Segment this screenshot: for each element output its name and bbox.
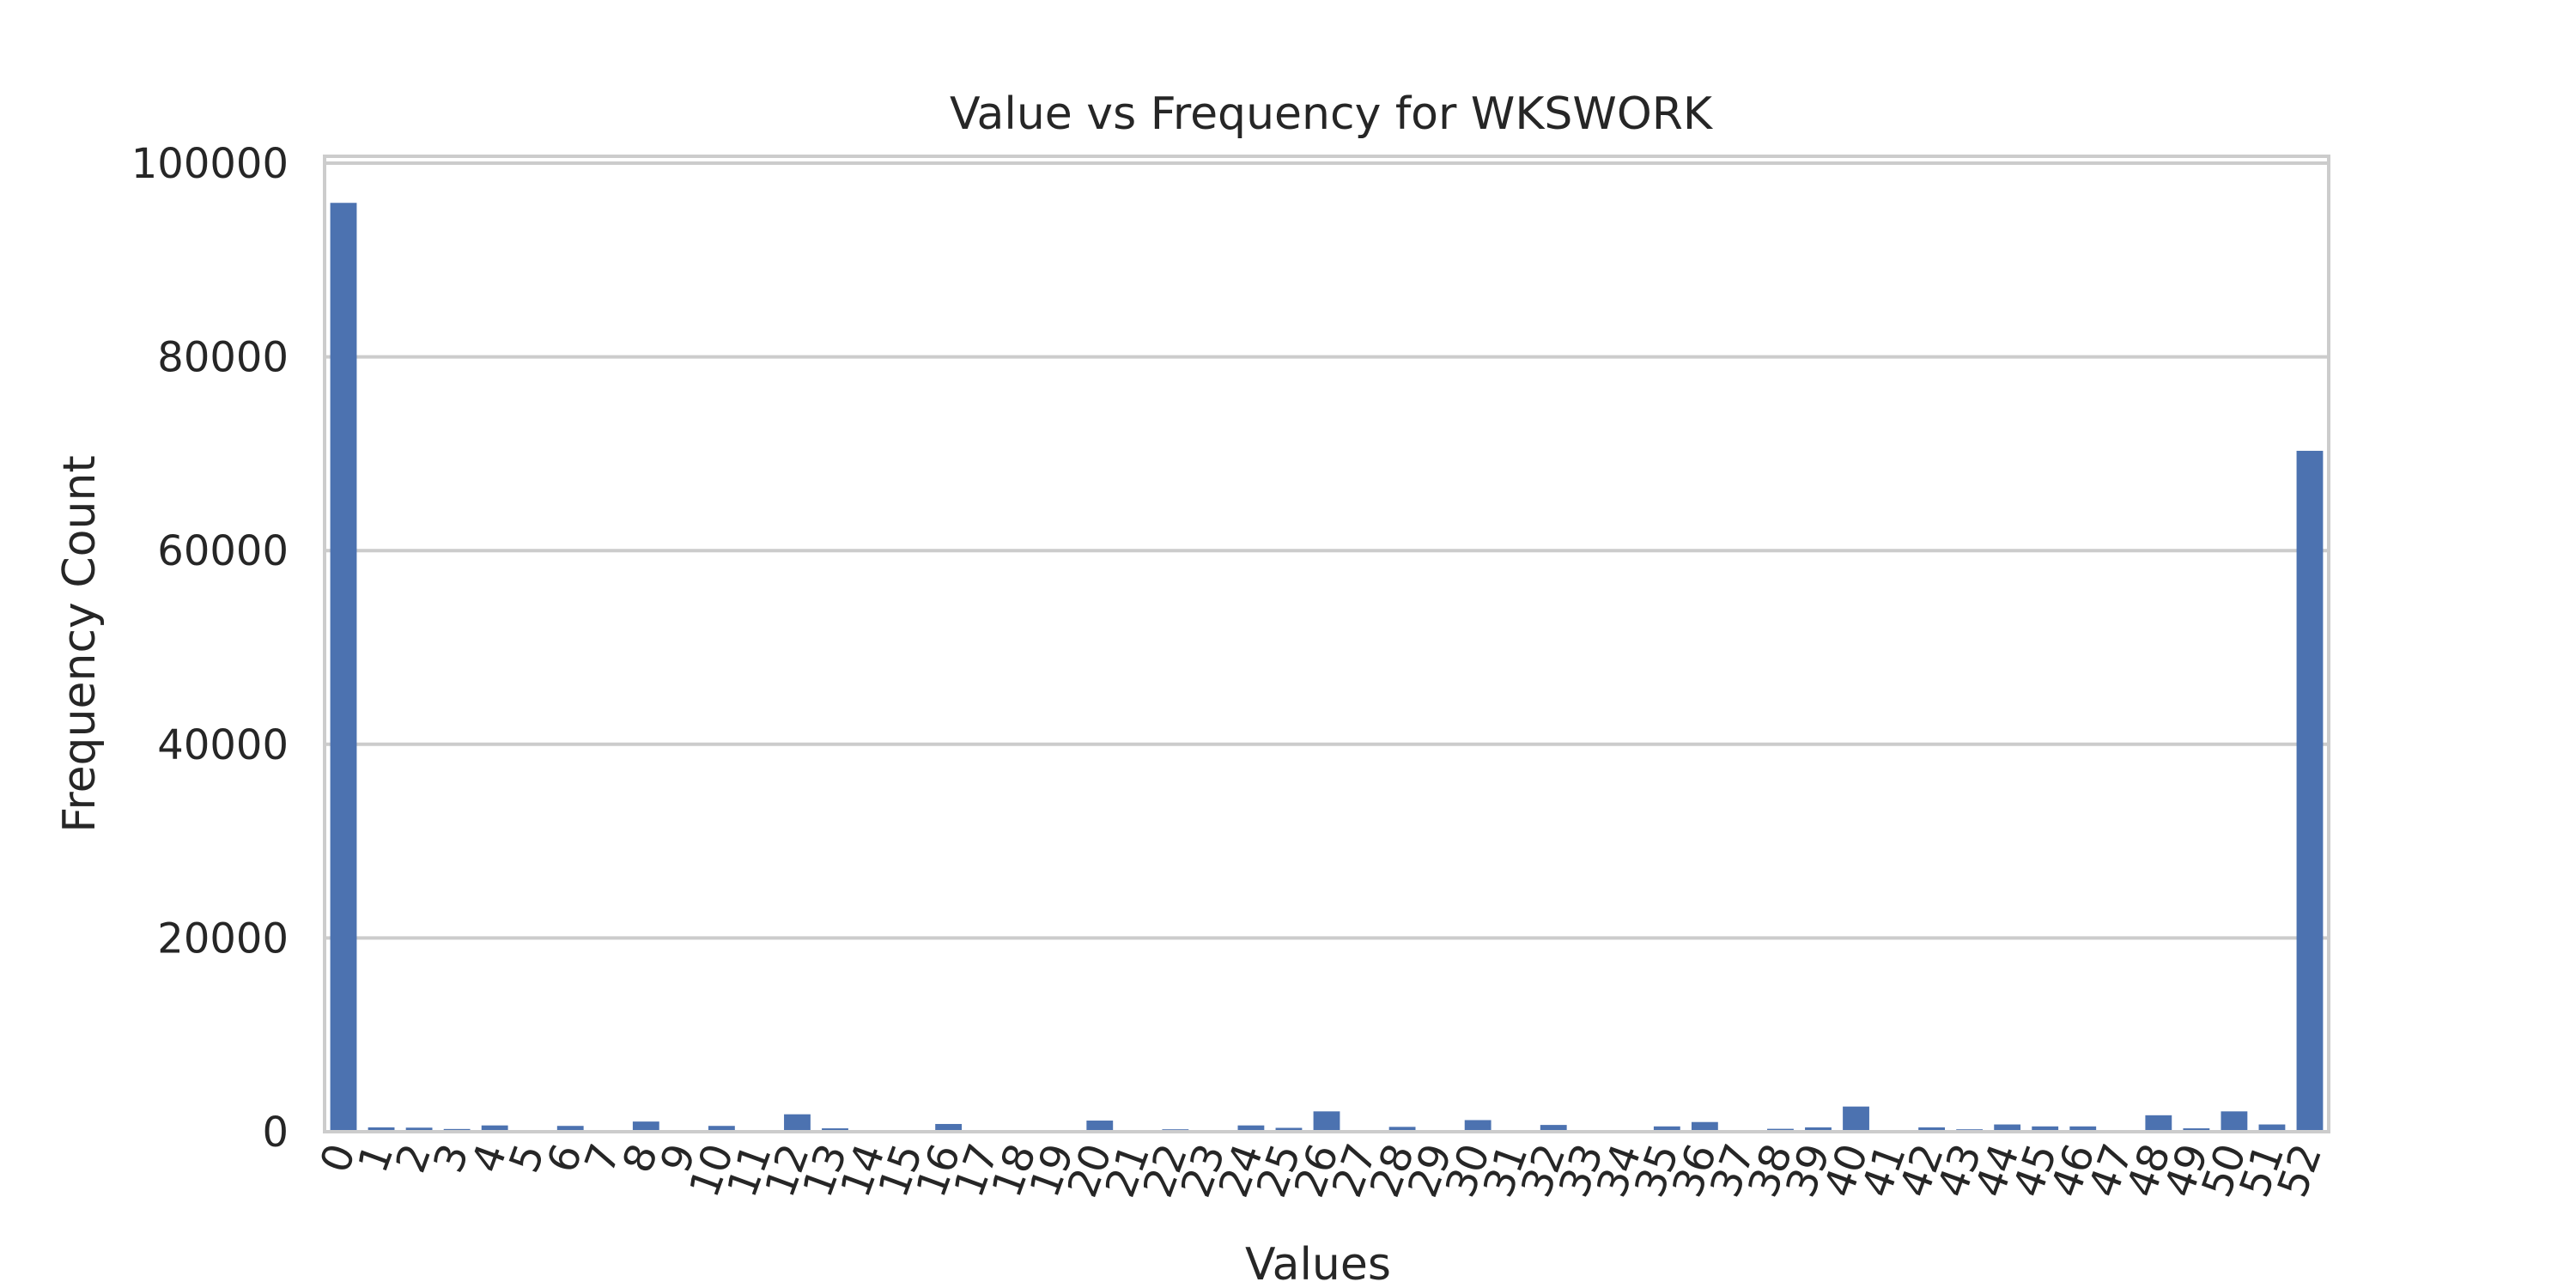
bar-10: [708, 1126, 735, 1132]
y-tick-label: 80000: [157, 334, 289, 382]
bar-20: [1086, 1121, 1114, 1132]
bar-25: [1275, 1127, 1303, 1132]
bar-1: [368, 1127, 395, 1132]
bar-36: [1691, 1121, 1718, 1132]
bar-6: [556, 1126, 584, 1132]
bar-24: [1237, 1125, 1265, 1132]
bar-4: [481, 1125, 508, 1132]
bar-26: [1313, 1111, 1340, 1132]
bar-8: [632, 1121, 659, 1132]
bar-44: [1994, 1124, 2021, 1132]
bar-39: [1805, 1127, 1832, 1132]
bar-50: [2221, 1111, 2248, 1132]
y-tick-label: 0: [262, 1109, 289, 1157]
bar-51: [2258, 1124, 2286, 1132]
bar-40: [1843, 1106, 1869, 1132]
bar-0: [330, 203, 357, 1132]
bar-42: [1918, 1127, 1946, 1132]
y-tick-label: 20000: [157, 914, 289, 963]
chart-title: Value vs Frequency for WKSWORK: [950, 88, 1714, 140]
bar-16: [935, 1123, 963, 1132]
bar-46: [2069, 1126, 2097, 1132]
bar-52: [2296, 451, 2324, 1132]
bar-12: [784, 1114, 811, 1132]
bar-32: [1540, 1125, 1567, 1132]
bar-48: [2145, 1115, 2172, 1132]
bar-35: [1653, 1126, 1680, 1132]
bar-28: [1388, 1127, 1416, 1132]
y-tick-labels: 0 20000 40000 60000 80000 100000: [131, 140, 289, 1157]
y-tick-label: 100000: [131, 140, 289, 188]
bar-45: [2032, 1126, 2059, 1132]
plot-frame: [323, 155, 2330, 1133]
bar-2: [405, 1127, 433, 1132]
x-axis-label: Values: [1245, 1239, 1391, 1288]
y-tick-label: 60000: [157, 527, 289, 575]
y-axis-label: Frequency Count: [54, 455, 106, 833]
y-tick-label: 40000: [157, 721, 289, 769]
bar-30: [1464, 1120, 1492, 1132]
